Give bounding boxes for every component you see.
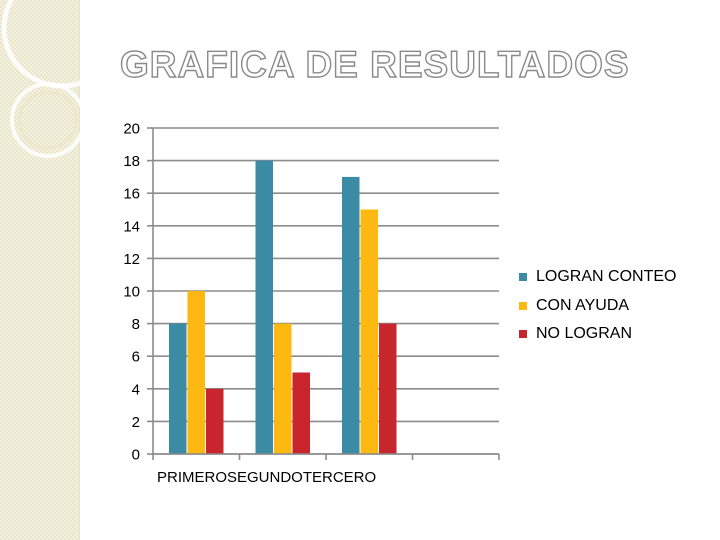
legend-label: CON AYUDA (536, 296, 630, 314)
y-tick-label: 10 (123, 284, 140, 301)
legend-item-con-ayuda: CON AYUDA (519, 292, 676, 319)
decorative-circle-medium (10, 82, 86, 158)
bar-logran-conteo-segundo (255, 160, 273, 454)
legend-label: LOGRAN CONTEO (536, 268, 677, 285)
bar-logran-conteo-tercero (342, 176, 360, 454)
bar-con-ayuda-primero (187, 291, 205, 454)
y-tick-label: 8 (132, 316, 140, 333)
legend-item-logran-conteo: LOGRAN CONTEO (519, 262, 676, 292)
chart-legend: LOGRAN CONTEO CON AYUDA NO LOGRAN (519, 262, 676, 349)
y-tick-label: 0 (132, 447, 140, 464)
bar-no-logran-segundo (292, 372, 310, 454)
bars (169, 160, 397, 454)
axes (147, 127, 500, 460)
y-tick-label: 14 (123, 218, 140, 235)
legend-swatch (519, 273, 527, 281)
x-category-labels: PRIMEROSEGUNDOTERCERO (157, 469, 376, 486)
slide-title: GRAFICA DE RESULTADOS (119, 43, 630, 85)
legend-swatch (519, 330, 527, 338)
decorative-circles (1, 0, 123, 158)
y-tick-label: 4 (132, 381, 140, 398)
y-tick-label: 20 (123, 121, 140, 138)
axis-labels: 0 2 4 6 8 10 12 14 16 18 20 PRIMEROSEGUNDOTERCERO (123, 121, 376, 487)
legend-item-no-logran: NO LOGRAN (519, 319, 676, 349)
bar-no-logran-primero (206, 388, 224, 454)
bar-no-logran-tercero (379, 323, 397, 454)
y-tick-label: 12 (123, 251, 140, 268)
legend-label: NO LOGRAN (536, 325, 633, 342)
bar-con-ayuda-segundo (274, 323, 292, 454)
y-tick-label: 2 (132, 414, 140, 431)
decorative-circle-inner (19, 91, 77, 149)
y-tick-label: 18 (123, 153, 140, 170)
bar-logran-conteo-primero (169, 323, 187, 454)
legend-swatch (519, 301, 527, 310)
y-tick-label: 6 (132, 349, 140, 366)
y-tick-label: 16 (123, 186, 140, 203)
bar-con-ayuda-tercero (360, 209, 378, 454)
